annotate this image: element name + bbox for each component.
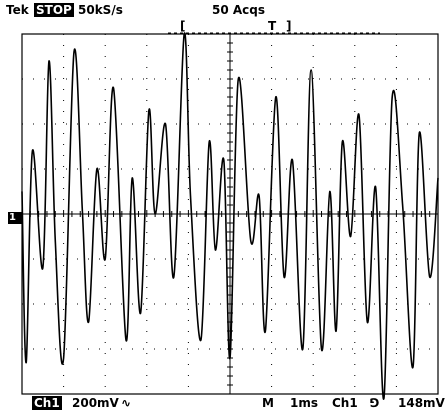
waveform-point [131,177,133,179]
waveform-point [264,330,266,332]
waveform-point [275,96,277,98]
waveform-point [31,150,33,152]
waveform-point [173,276,175,278]
waveform-point [164,123,167,125]
waveform-point [291,159,293,161]
waveform-point [350,235,352,238]
waveform-point [383,397,385,400]
waveform-point [73,51,75,53]
time-per-div-readout: 1ms [290,396,318,410]
waveform-point [112,87,115,89]
waveform-point [189,195,192,197]
waveform-point [42,267,44,269]
mode-label: M [262,396,274,410]
waveform-point [208,141,210,143]
waveform-point [88,321,90,323]
brand-label: Tek [6,3,29,17]
trigger-bracket-right: ] [286,19,292,33]
waveform-trace [21,32,439,400]
waveform-point [391,96,393,98]
waveform-point [148,109,150,112]
channel-badge: Ch1 [32,396,62,410]
coupling-icon: ∿ [121,396,132,410]
waveform-point [366,321,368,323]
waveform-point [183,33,185,35]
waveform-point [329,190,331,193]
sample-rate-readout: 50kS/s [78,3,123,17]
waveform-point [140,312,142,314]
waveform-point [229,357,231,359]
waveform-point [320,348,323,350]
waveform-point [223,159,225,161]
trigger-marker: T [268,19,277,33]
acquisitions-readout: 50 Acqs [212,3,266,17]
waveform-point [200,339,202,341]
waveform-point [302,348,304,350]
waveform-point [250,240,252,242]
waveform-point [258,195,260,197]
waveform-point [104,258,106,260]
waveform-point [154,213,156,215]
waveform-point [48,60,50,62]
trigger-slope-icon: ⅁ [370,396,380,410]
waveform-point [63,357,65,359]
trigger-source-readout: Ch1 [332,396,358,410]
graticule [21,33,439,395]
waveform-point [335,330,337,332]
waveform-point [310,69,312,71]
waveform-point [429,276,431,278]
waveform-point [54,240,56,242]
waveform-point [341,141,343,143]
waveform-point [358,114,360,116]
waveform-point [96,168,98,170]
waveform-point [25,361,27,364]
waveform-point [237,78,239,80]
waveform-point [283,276,285,278]
trigger-level-readout: 148mV [398,396,445,410]
waveform-point [402,204,404,206]
waveform-point [412,366,414,368]
waveform-point [125,339,127,341]
run-state-badge: STOP [34,3,74,17]
waveform-point [21,190,23,193]
volts-per-div-readout: 200mV [72,396,119,410]
waveform-point [418,132,420,134]
channel-ground-label: 1 [9,212,16,223]
trigger-bracket-left: [ [180,19,186,33]
waveform-point [437,177,439,179]
waveform-point [214,249,216,251]
waveform-point [81,208,83,211]
waveform-point [375,186,377,188]
ground-level-marker [8,212,22,224]
